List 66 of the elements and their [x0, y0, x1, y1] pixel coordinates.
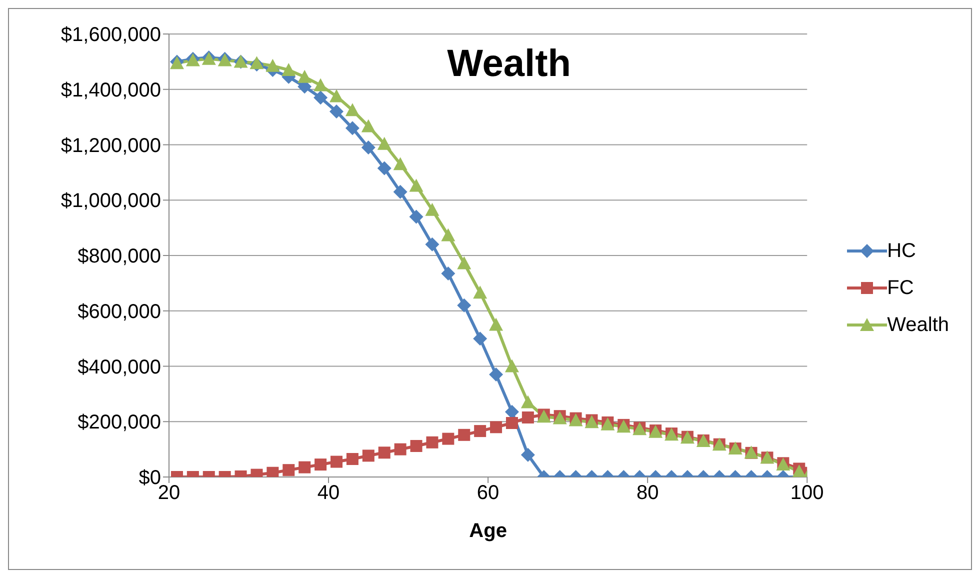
y-tick-label: $400,000 — [78, 356, 161, 378]
point — [457, 298, 472, 312]
point — [522, 411, 534, 424]
point — [520, 448, 535, 462]
point — [457, 256, 472, 270]
x-axis-title: Age — [469, 520, 507, 542]
x-tick-label: 100 — [790, 482, 824, 504]
x-tick-label: 20 — [158, 482, 180, 504]
point — [409, 210, 424, 224]
point — [425, 237, 440, 252]
point — [394, 443, 406, 456]
point — [473, 286, 488, 299]
point — [266, 58, 280, 72]
x-tick-label: 40 — [317, 482, 340, 504]
point — [314, 458, 327, 471]
x-tick-label: 60 — [476, 482, 500, 504]
point — [378, 446, 390, 459]
point — [425, 202, 440, 216]
point — [377, 136, 392, 150]
y-tick-label: $1,600,000 — [60, 24, 161, 46]
point — [298, 70, 312, 83]
point — [377, 161, 392, 176]
point — [442, 432, 454, 445]
point — [298, 461, 311, 474]
point — [474, 425, 486, 438]
y-tick-label: $200,000 — [78, 412, 161, 434]
y-tick-label: $1,000,000 — [60, 190, 161, 212]
point — [489, 368, 504, 382]
point — [314, 78, 328, 92]
y-tick-label: $1,400,000 — [60, 79, 161, 102]
point — [282, 464, 295, 476]
legend-label: FC — [887, 276, 914, 300]
point — [361, 119, 376, 132]
point — [393, 157, 408, 170]
point — [473, 332, 488, 346]
point — [330, 89, 344, 102]
point — [441, 266, 456, 280]
point — [520, 395, 535, 408]
legend-label: Wealth — [887, 314, 949, 336]
point — [410, 440, 422, 452]
y-tick-label: $800,000 — [78, 246, 161, 268]
point — [426, 436, 438, 448]
y-tick-label: $1,200,000 — [60, 134, 161, 157]
point — [330, 456, 343, 468]
point — [489, 318, 504, 331]
point — [504, 404, 519, 419]
point — [346, 453, 358, 466]
point — [490, 421, 502, 434]
point — [393, 184, 408, 199]
point — [504, 359, 519, 372]
chart-title: Wealth — [446, 43, 572, 86]
point — [441, 228, 456, 242]
point — [345, 103, 360, 116]
point — [506, 417, 518, 430]
point — [362, 450, 374, 462]
point — [361, 140, 376, 155]
point — [330, 104, 344, 119]
x-tick-label: 80 — [636, 482, 659, 504]
point — [266, 466, 279, 477]
point — [345, 121, 360, 136]
y-tick-label: $600,000 — [78, 300, 161, 323]
point — [458, 428, 470, 441]
point — [409, 178, 424, 192]
point — [314, 90, 328, 105]
legend-label: HC — [887, 240, 916, 262]
point — [282, 62, 296, 76]
